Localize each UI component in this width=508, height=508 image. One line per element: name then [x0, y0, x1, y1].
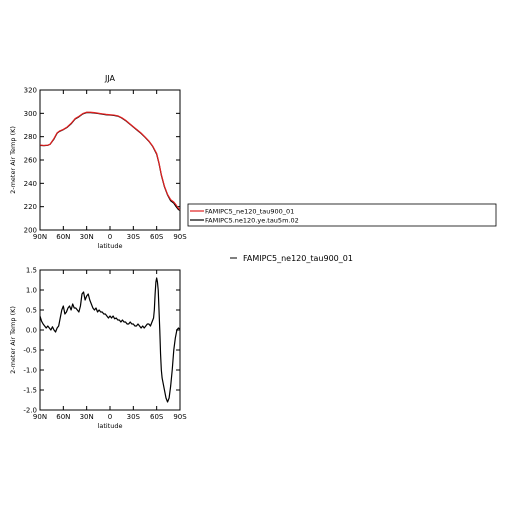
- plot-frame: [39, 89, 181, 231]
- x-tick-label: 60N: [56, 233, 70, 241]
- x-tick-label: 0: [108, 233, 112, 241]
- legend-label: FAMIPC5.ne120.ye.tau5m.02: [205, 217, 299, 225]
- plot-bottom: -2.0 -1.5 -1.0 -0.5 0.0 0.5 1.0 1.5 90N 60N 30N 0 30…: [9, 267, 187, 431]
- x-tick-label: 60N: [56, 413, 70, 421]
- chart-title: JJA: [104, 74, 116, 83]
- x-tick-label: 0: [108, 413, 112, 421]
- x-tick-label: 90S: [173, 413, 187, 421]
- y-tick-label: 1.0: [26, 287, 37, 295]
- y-tick-label: 0.5: [26, 307, 37, 315]
- y-axis-label: 2-meter Air Temp (K): [9, 126, 17, 194]
- series-line-0: [39, 277, 181, 403]
- plot-frame: [39, 269, 181, 411]
- legend-label: FAMIPC5_ne120_tau900_01: [205, 208, 294, 216]
- y-tick-label: 280: [24, 133, 37, 141]
- series-line-1: [39, 111, 181, 211]
- y-tick-label: 320: [24, 87, 37, 95]
- y-tick-label: -0.5: [23, 347, 37, 355]
- y-tick-label: 0.0: [26, 327, 37, 335]
- y-tick-label: -1.0: [23, 367, 37, 375]
- y-tick-label: 200: [24, 227, 37, 235]
- x-tick-label: 60S: [150, 413, 164, 421]
- x-tick-label: 30N: [80, 233, 94, 241]
- x-tick-label: 90S: [173, 233, 187, 241]
- x-axis-label: latitude: [98, 242, 123, 250]
- y-tick-label: -2.0: [23, 407, 37, 415]
- x-tick-label: 30S: [127, 233, 141, 241]
- plot-top: 200 220 240 260 280 300 320 90N 60N 30N 0 30S 60S 90S…: [9, 74, 187, 250]
- x-tick-label: 90N: [33, 413, 47, 421]
- y-tick-label: -1.5: [23, 387, 37, 395]
- y-tick-label: 1.5: [26, 267, 37, 275]
- legend-bottom: FAMIPC5_ne120_tau900_01: [230, 254, 353, 263]
- x-tick-label: 60S: [150, 233, 164, 241]
- y-tick-label: 260: [24, 157, 37, 165]
- y-axis-label: 2-meter Air Temp (K): [9, 306, 17, 374]
- x-tick-label: 30S: [127, 413, 141, 421]
- x-tick-label: 90N: [33, 233, 47, 241]
- legend-box: [187, 203, 497, 227]
- y-tick-label: 300: [24, 110, 37, 118]
- y-tick-label: 220: [24, 203, 37, 211]
- x-tick-label: 30N: [80, 413, 94, 421]
- legend-label: FAMIPC5_ne120_tau900_01: [243, 254, 353, 263]
- x-axis-label: latitude: [98, 422, 123, 430]
- legend-top: FAMIPC5_ne120_tau900_01FAMIPC5.ne120.ye.…: [187, 203, 497, 227]
- y-tick-label: 240: [24, 180, 37, 188]
